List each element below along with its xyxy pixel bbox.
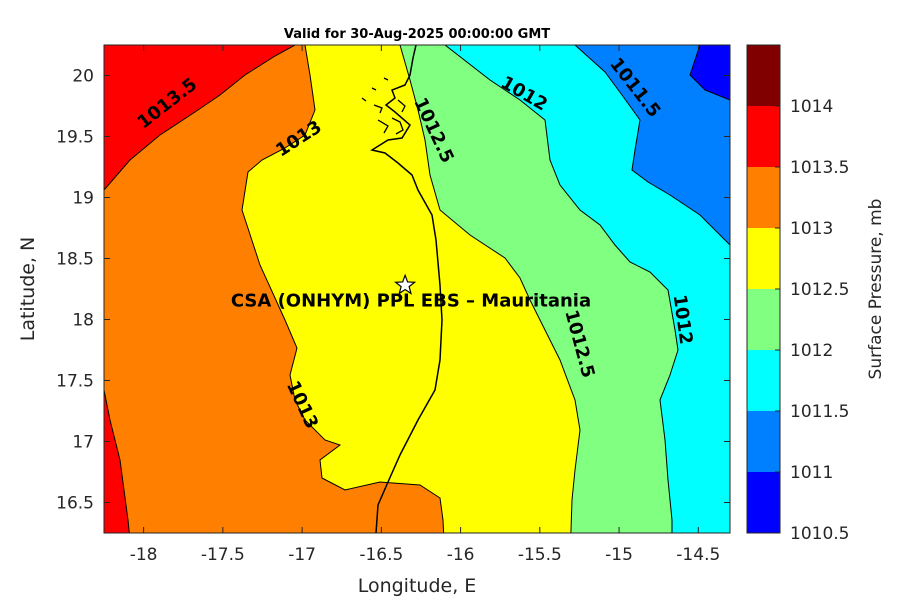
- x-tick-label: -14.5: [676, 545, 720, 565]
- colorbar-segment: [747, 289, 780, 350]
- colorbar-title: Surface Pressure, mb: [866, 199, 886, 380]
- y-tick-label: 20: [72, 67, 94, 87]
- colorbar-segment: [747, 350, 780, 411]
- x-tick-label: -16: [447, 545, 475, 565]
- colorbar-segment: [747, 228, 780, 289]
- colorbar-tick-label: 1012.5: [790, 280, 849, 300]
- colorbar-tick-label: 1014: [790, 97, 833, 117]
- x-tick-label: -15.5: [518, 545, 562, 565]
- y-tick-label: 19.5: [56, 128, 94, 148]
- x-tick-label: -15: [605, 545, 633, 565]
- y-tick-label: 17: [72, 433, 94, 453]
- x-tick-label: -18: [130, 545, 158, 565]
- site-label: CSA (ONHYM) PPL EBS – Mauritania: [231, 290, 591, 311]
- colorbar-tick-label: 1011.5: [790, 402, 849, 422]
- colorbar-tick-label: 1013: [790, 219, 833, 239]
- site-star-icon: [393, 273, 417, 295]
- colorbar-tick-label: 1010.5: [790, 524, 849, 544]
- coastline-islands: [361, 77, 406, 135]
- colorbar-segment: [747, 411, 780, 472]
- colorbar-segment: [747, 167, 780, 228]
- y-axis-label: Latitude, N: [17, 237, 39, 342]
- plot-frame: [103, 44, 731, 534]
- map-plot-area: [104, 45, 730, 533]
- y-axis: 16.5 17 17.5 18 18.5 19 19.5 20: [56, 67, 730, 514]
- y-tick-label: 17.5: [56, 372, 94, 392]
- coastline: [370, 45, 443, 533]
- x-axis-label: Longitude, E: [358, 575, 477, 597]
- colorbar-tick-label: 1013.5: [790, 158, 849, 178]
- map-title: Valid for 30-Aug-2025 00:00:00 GMT: [284, 27, 550, 42]
- band-1011-1011.5: [574, 45, 730, 246]
- y-tick-label: 18.5: [56, 250, 94, 270]
- y-tick-label: 16.5: [56, 494, 94, 514]
- band-1010.5-1011: [689, 45, 730, 101]
- colorbar-segment: [747, 45, 780, 106]
- x-tick-label: -17: [288, 545, 316, 565]
- y-tick-label: 19: [72, 189, 94, 209]
- x-tick-label: -17.5: [201, 545, 245, 565]
- site-marker: CSA (ONHYM) PPL EBS – Mauritania: [231, 273, 591, 311]
- y-tick-label: 18: [72, 311, 94, 331]
- colorbar-segment: [747, 472, 780, 533]
- colorbar-tick-label: 1012: [790, 341, 833, 361]
- x-tick-label: -16.5: [359, 545, 403, 565]
- colorbar-tick-label: 1011: [790, 463, 833, 483]
- x-axis: -18 -17.5 -17 -16.5 -16 -15.5 -15 -14.5: [130, 45, 720, 565]
- colorbar-segment: [747, 106, 780, 167]
- colorbar: 1010.5 1011 1011.5 1012 1012.5 1013 1013.5 1014: [746, 44, 849, 544]
